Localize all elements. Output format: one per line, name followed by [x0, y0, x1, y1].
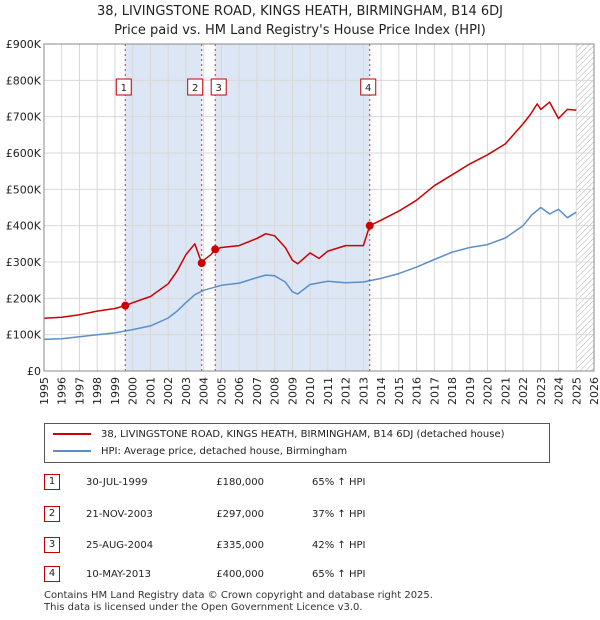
x-tick-label: 2020: [482, 377, 495, 405]
sale-point: [211, 245, 220, 254]
y-tick-label: £600K: [6, 147, 42, 160]
title-line-1: 38, LIVINGSTONE ROAD, KINGS HEATH, BIRMI…: [97, 4, 503, 19]
transaction-hpi: 42% ↑ HPI: [312, 540, 366, 551]
y-tick-label: £100K: [6, 329, 42, 342]
sale-badge-label: 3: [216, 83, 222, 94]
sale-badge: [360, 78, 377, 96]
transaction-hpi: 65% ↑ HPI: [312, 477, 366, 488]
sale-badge: [115, 78, 132, 96]
transaction-row: 2 21-NOV-2003 £297,000 37% ↑ HPI: [44, 506, 564, 524]
legend-swatch-price: [53, 433, 91, 435]
hpi-line: [43, 206, 577, 341]
x-tick-label: 2006: [233, 377, 246, 405]
x-tick-label: 2017: [428, 377, 441, 405]
x-tick-label: 2015: [393, 377, 406, 405]
x-tick-label: 2022: [517, 377, 530, 405]
chart-title: 38, LIVINGSTONE ROAD, KINGS HEATH, BIRMI…: [0, 2, 600, 40]
transaction-price: £335,000: [216, 540, 264, 551]
shaded-period: [125, 44, 202, 371]
sale-badge: [210, 78, 227, 96]
transaction-price: £297,000: [216, 509, 264, 520]
transaction-date: 25-AUG-2004: [86, 540, 154, 551]
x-tick-label: 1999: [109, 377, 122, 405]
transaction-row: 1 30-JUL-1999 £180,000 65% ↑ HPI: [44, 474, 564, 492]
x-tick-label: 1995: [38, 377, 51, 405]
y-tick-label: £200K: [6, 292, 42, 305]
legend: 38, LIVINGSTONE ROAD, KINGS HEATH, BIRMI…: [44, 423, 550, 463]
sale-badge-label: 2: [192, 83, 198, 94]
x-tick-label: 2026: [588, 377, 600, 405]
plot-frame: [43, 43, 595, 372]
transaction-date: 10-MAY-2013: [86, 569, 152, 580]
legend-label-hpi: HPI: Average price, detached house, Birm…: [101, 446, 348, 457]
legend-item-hpi: HPI: Average price, detached house, Birm…: [53, 444, 347, 460]
price-paid-line: [43, 101, 577, 320]
y-tick-label: £900K: [6, 38, 42, 51]
transaction-hpi: 37% ↑ HPI: [312, 509, 366, 520]
y-tick-label: £700K: [6, 111, 42, 124]
x-tick-label: 2021: [499, 377, 512, 405]
y-tick-label: £300K: [6, 256, 42, 269]
transaction-number: 3: [44, 537, 60, 553]
x-tick-label: 2014: [375, 377, 388, 405]
x-tick-label: 2009: [286, 377, 299, 405]
y-tick-label: £400K: [6, 220, 42, 233]
sale-point: [365, 221, 374, 230]
transaction-row: 3 25-AUG-2004 £335,000 42% ↑ HPI: [44, 537, 564, 555]
price-chart: 1 2 3 4 £0 £100K £200K £300K £400K £500K £600K £70…: [6, 38, 600, 405]
x-tick-label: 2000: [127, 377, 140, 405]
x-tick-label: 2025: [570, 377, 583, 405]
x-tick-label: 2024: [553, 377, 566, 405]
x-tick-label: 2011: [322, 377, 335, 405]
sale-badge-label: 4: [365, 83, 371, 94]
transaction-price: £400,000: [216, 569, 264, 580]
transaction-price: £180,000: [216, 477, 264, 488]
sale-point: [121, 301, 130, 310]
x-tick-label: 2019: [464, 377, 477, 405]
y-tick-label: £0: [27, 365, 41, 378]
x-tick-label: 2018: [446, 377, 459, 405]
y-tick-label: £500K: [6, 183, 42, 196]
legend-swatch-hpi: [53, 450, 91, 452]
x-tick-label: 2002: [162, 377, 175, 405]
sale-badge-label: 1: [121, 83, 127, 94]
legend-label-price: 38, LIVINGSTONE ROAD, KINGS HEATH, BIRMI…: [101, 429, 505, 440]
x-tick-label: 2013: [357, 377, 370, 405]
title-line-2: Price paid vs. HM Land Registry's House …: [114, 23, 486, 38]
x-tick-label: 2012: [340, 377, 353, 405]
x-tick-label: 2016: [411, 377, 424, 405]
transaction-row: 4 10-MAY-2013 £400,000 65% ↑ HPI: [44, 566, 564, 584]
footer: Contains HM Land Registry data © Crown c…: [44, 590, 433, 614]
x-tick-label: 2007: [251, 377, 264, 405]
transaction-date: 21-NOV-2003: [86, 509, 153, 520]
x-tick-label: 2008: [269, 377, 282, 405]
transaction-number: 4: [44, 566, 60, 582]
transaction-number: 2: [44, 506, 60, 522]
sale-badge: [187, 78, 204, 96]
footer-line-1: Contains HM Land Registry data © Crown c…: [44, 590, 433, 601]
sale-point: [197, 259, 206, 268]
x-tick-label: 2005: [215, 377, 228, 405]
future-hatch: [576, 44, 594, 371]
transaction-hpi: 65% ↑ HPI: [312, 569, 366, 580]
x-tick-label: 2003: [180, 377, 193, 405]
footer-line-2: This data is licensed under the Open Gov…: [44, 602, 363, 613]
x-tick-label: 2010: [304, 377, 317, 405]
x-tick-label: 1996: [56, 377, 69, 405]
x-tick-label: 2004: [198, 377, 211, 405]
x-tick-label: 2001: [144, 377, 157, 405]
x-tick-label: 1997: [73, 377, 86, 405]
y-tick-label: £800K: [6, 74, 42, 87]
x-tick-label: 2023: [535, 377, 548, 405]
legend-item-price: 38, LIVINGSTONE ROAD, KINGS HEATH, BIRMI…: [53, 427, 505, 443]
transaction-date: 30-JUL-1999: [86, 477, 148, 488]
x-tick-label: 1998: [91, 377, 104, 405]
transaction-number: 1: [44, 474, 60, 490]
